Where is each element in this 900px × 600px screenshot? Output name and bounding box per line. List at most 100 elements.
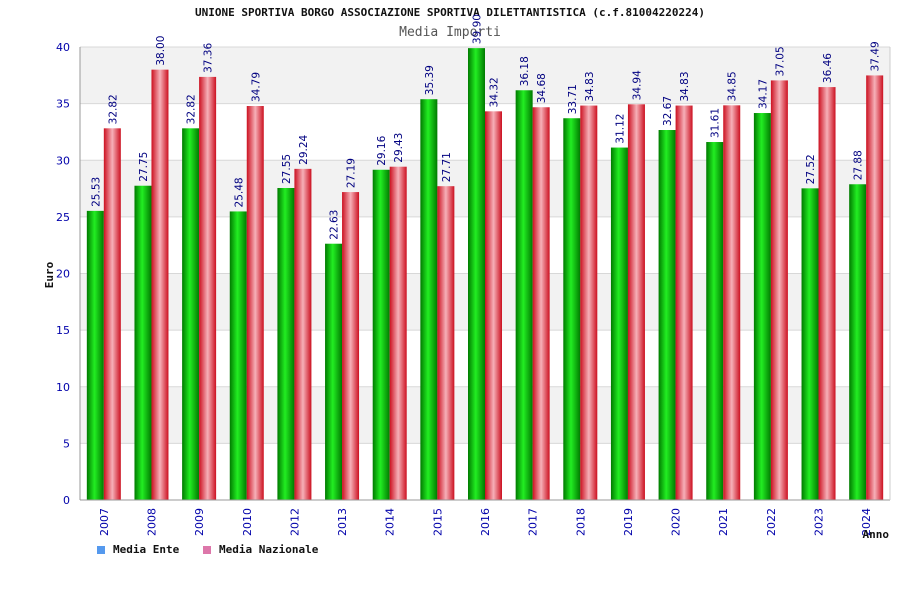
y-tick-labels: 0 5 10 15 20 25 30 35 40 xyxy=(56,41,70,507)
data-label-media-ente: 25.48 xyxy=(233,177,245,207)
x-tick-label: 2008 xyxy=(145,508,158,536)
bar-media-ente xyxy=(610,147,628,501)
x-tick-label: 2020 xyxy=(670,508,683,536)
bar-media-nazionale xyxy=(580,105,598,501)
bar-media-ente xyxy=(801,188,819,500)
bar-media-nazionale xyxy=(389,166,407,500)
x-tick-label: 2016 xyxy=(479,508,492,536)
data-label-media-ente: 27.55 xyxy=(281,154,293,184)
data-label-media-nazionale: 34.32 xyxy=(489,77,501,107)
bar-media-ente xyxy=(229,211,247,500)
x-axis-label: Anno xyxy=(863,528,890,541)
x-tick-labels: 2007 2008 2009 2010 2012 2013 2014 2015 2016 2017… xyxy=(98,508,873,536)
bar-media-ente xyxy=(86,210,104,501)
y-tick-label: 15 xyxy=(56,324,70,337)
x-tick-label: 2019 xyxy=(622,508,635,536)
bar-media-nazionale xyxy=(199,76,217,500)
bar-media-ente xyxy=(753,113,771,500)
bar-media-ente xyxy=(182,128,200,500)
bars xyxy=(86,48,884,501)
x-tick-label: 2015 xyxy=(431,508,444,536)
data-label-media-nazionale: 29.24 xyxy=(298,134,310,164)
data-label-media-nazionale: 34.94 xyxy=(631,70,643,100)
bar-media-nazionale xyxy=(627,104,645,500)
chart-title: UNIONE SPORTIVA BORGO ASSOCIAZIONE SPORT… xyxy=(195,6,705,19)
data-label-media-ente: 29.16 xyxy=(376,135,388,165)
data-label-media-ente: 32.67 xyxy=(662,96,674,126)
data-label-media-nazionale: 34.68 xyxy=(536,73,548,103)
y-tick-label: 30 xyxy=(56,154,70,167)
bar-media-nazionale xyxy=(294,168,312,500)
y-tick-label: 5 xyxy=(63,437,70,450)
x-tick-label: 2007 xyxy=(98,508,111,536)
data-label-media-nazionale: 37.05 xyxy=(774,46,786,76)
data-label-media-nazionale: 32.82 xyxy=(107,94,119,124)
bar-media-nazionale xyxy=(437,186,455,500)
bar-media-ente xyxy=(468,48,485,500)
data-label-media-ente: 34.17 xyxy=(757,79,769,109)
bar-media-ente xyxy=(706,142,724,500)
bar-media-ente xyxy=(658,130,676,500)
x-tick-label: 2014 xyxy=(384,508,397,536)
data-label-media-nazionale: 34.85 xyxy=(727,71,739,101)
data-label-media-ente: 31.61 xyxy=(710,108,722,138)
y-tick-label: 40 xyxy=(56,41,70,54)
data-label-media-ente: 35.39 xyxy=(424,65,436,95)
x-tick-label: 2024 xyxy=(860,508,873,536)
data-label-media-nazionale: 37.49 xyxy=(870,41,882,71)
data-label-media-ente: 25.53 xyxy=(90,177,102,207)
y-tick-label: 25 xyxy=(56,211,70,224)
data-label-media-ente: 27.88 xyxy=(853,150,865,180)
data-label-media-nazionale: 29.43 xyxy=(393,133,405,163)
chart-subtitle: Media Importi xyxy=(399,25,501,40)
data-label-media-ente: 22.63 xyxy=(329,210,341,240)
data-label-media-nazionale: 34.83 xyxy=(584,71,596,101)
data-label-media-nazionale: 27.71 xyxy=(441,152,453,182)
data-label-media-ente: 39.90 xyxy=(472,14,484,44)
bar-media-ente xyxy=(134,185,152,500)
bar-media-ente xyxy=(849,184,867,500)
data-label-media-ente: 27.75 xyxy=(138,152,150,182)
bar-media-nazionale xyxy=(246,106,264,501)
x-tick-label: 2009 xyxy=(193,508,206,536)
x-tick-label: 2017 xyxy=(527,508,540,536)
legend-swatch-ente xyxy=(97,545,105,554)
x-tick-label: 2022 xyxy=(765,508,778,536)
bar-media-nazionale xyxy=(770,80,788,500)
bar-media-nazionale xyxy=(818,87,836,500)
bar-media-nazionale xyxy=(675,105,693,501)
bar-media-nazionale xyxy=(723,105,741,500)
bar-media-ente xyxy=(325,243,343,500)
legend-label-nazionale: Media Nazionale xyxy=(219,543,319,556)
bar-media-nazionale xyxy=(342,192,360,501)
data-label-media-nazionale: 34.83 xyxy=(679,71,691,101)
y-tick-label: 20 xyxy=(56,268,70,281)
data-label-media-nazionale: 27.19 xyxy=(346,158,358,188)
data-labels: 25.53 32.82 27.75 38.00 32.82 37.36 25.48 34.79… xyxy=(90,14,881,240)
bar-media-ente xyxy=(515,90,533,500)
data-label-media-ente: 36.18 xyxy=(519,56,531,86)
data-label-media-nazionale: 36.46 xyxy=(822,53,834,83)
bar-media-ente xyxy=(277,187,295,500)
x-tick-label: 2021 xyxy=(717,508,730,536)
y-tick-label: 10 xyxy=(56,381,70,394)
bar-media-nazionale xyxy=(532,107,550,501)
bar-media-ente xyxy=(372,169,390,500)
legend-label-ente: Media Ente xyxy=(113,543,180,556)
data-label-media-nazionale: 37.36 xyxy=(203,43,215,73)
data-label-media-ente: 33.71 xyxy=(567,84,579,114)
data-label-media-nazionale: 38.00 xyxy=(155,36,167,66)
x-tick-label: 2018 xyxy=(574,508,587,536)
x-tick-label: 2013 xyxy=(336,508,349,536)
legend-swatch-nazionale xyxy=(203,545,211,554)
y-axis-label: Euro xyxy=(43,261,56,288)
bar-media-nazionale xyxy=(866,75,884,500)
data-label-media-ente: 27.52 xyxy=(805,154,817,184)
x-tick-label: 2023 xyxy=(813,508,826,536)
x-tick-label: 2012 xyxy=(288,508,301,536)
x-tick-label: 2010 xyxy=(241,508,254,536)
bar-media-nazionale xyxy=(151,69,169,501)
legend-item-ente: Media Ente xyxy=(97,543,179,556)
data-label-media-ente: 32.82 xyxy=(186,94,198,124)
